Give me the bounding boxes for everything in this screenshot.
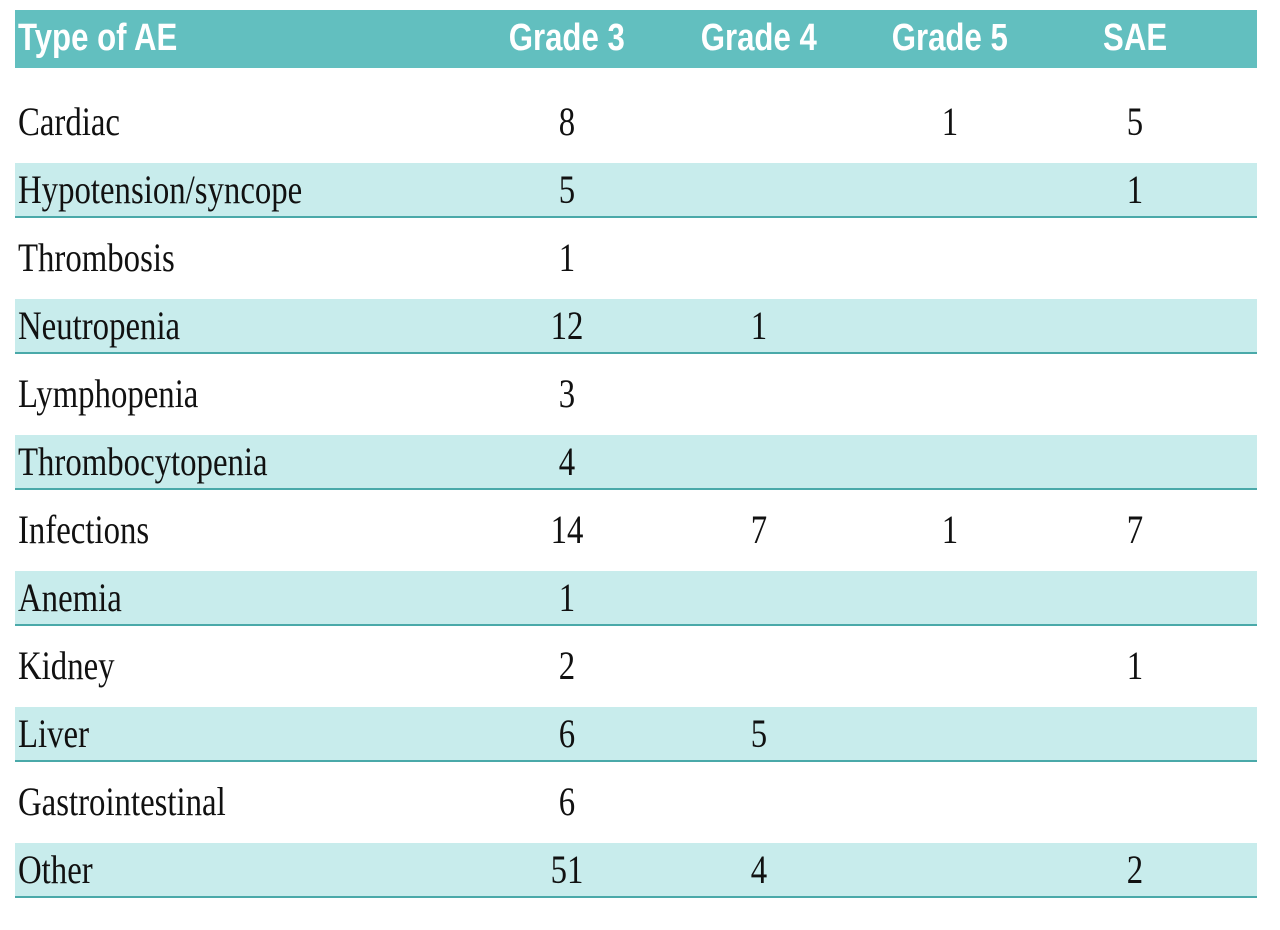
row-label-text: Infections (18, 507, 150, 552)
cell-value: 5 (679, 707, 839, 760)
row-label-text: Gastrointestinal (18, 779, 226, 824)
header-cell: Type of AE (18, 10, 212, 68)
cell-value: 1 (1055, 639, 1215, 692)
cell-value-text: 1 (558, 575, 576, 620)
table-header: Type of AE Grade 3 Grade 4 Grade 5 SAE (15, 10, 1257, 68)
cell-value-text: 5 (558, 167, 576, 212)
header-cell-text: SAE (1102, 17, 1168, 59)
cell-value: 1 (1055, 163, 1215, 216)
row-label: Neutropenia (18, 299, 216, 352)
row-label-text: Lymphopenia (18, 371, 199, 416)
cell-value-text: 1 (750, 303, 768, 348)
cell-value: 6 (487, 707, 647, 760)
cell-value: 14 (487, 503, 647, 556)
row-label-text: Neutropenia (18, 303, 181, 348)
row-label: Thrombosis (18, 231, 209, 284)
cell-value: 1 (679, 299, 839, 352)
header-cell-text: Grade 5 (891, 17, 1009, 59)
cell-value-text: 51 (550, 847, 584, 892)
row-label: Liver (18, 707, 105, 760)
cell-value-text: 6 (558, 711, 576, 756)
cell-value: 1 (487, 571, 647, 624)
row-label: Other (18, 843, 109, 896)
table-row: Infections 14 7 1 7 (15, 503, 1257, 556)
cell-value: 6 (487, 775, 647, 828)
cell-value: 4 (679, 843, 839, 896)
table-row: Anemia 1 (15, 571, 1257, 626)
header-cell-text: Grade 4 (700, 17, 818, 59)
table-row: Other 51 4 2 (15, 843, 1257, 898)
table-row: Neutropenia 12 1 (15, 299, 1257, 354)
table-row: Gastrointestinal 6 (15, 775, 1257, 828)
cell-value-text: 12 (550, 303, 584, 348)
cell-value-text: 3 (558, 371, 576, 416)
table-row: Hypotension/syncope 5 1 (15, 163, 1257, 218)
row-label: Infections (18, 503, 178, 556)
cell-value-text: 6 (558, 779, 576, 824)
row-label: Cardiac (18, 95, 142, 148)
cell-value-text: 4 (750, 847, 768, 892)
row-label-text: Kidney (18, 643, 115, 688)
row-label-text: Thrombocytopenia (18, 439, 268, 484)
cell-value: 1 (870, 503, 1030, 556)
cell-value: 7 (679, 503, 839, 556)
cell-value: 5 (1055, 95, 1215, 148)
row-label: Thrombocytopenia (18, 435, 322, 488)
row-label: Anemia (18, 571, 145, 624)
header-cell: Grade 4 (679, 10, 839, 68)
header-cell: Grade 5 (870, 10, 1030, 68)
header-cell-text: Type of AE (18, 17, 178, 59)
header-cell-text: Grade 3 (508, 17, 626, 59)
cell-value: 2 (1055, 843, 1215, 896)
row-label-text: Hypotension/syncope (18, 167, 303, 212)
cell-value: 12 (487, 299, 647, 352)
cell-value-text: 1 (558, 235, 576, 280)
table-row: Liver 6 5 (15, 707, 1257, 762)
row-label-text: Cardiac (18, 99, 120, 144)
cell-value-text: 1 (1126, 643, 1144, 688)
cell-value-text: 1 (941, 99, 959, 144)
table-row: Kidney 2 1 (15, 639, 1257, 692)
cell-value-text: 2 (1126, 847, 1144, 892)
table-row: Cardiac 8 1 5 (15, 95, 1257, 148)
row-label-text: Liver (18, 711, 90, 756)
row-label-text: Thrombosis (18, 235, 175, 280)
cell-value: 1 (870, 95, 1030, 148)
cell-value-text: 5 (1126, 99, 1144, 144)
cell-value: 2 (487, 639, 647, 692)
header-cell: Grade 3 (487, 10, 647, 68)
cell-value: 8 (487, 95, 647, 148)
cell-value-text: 1 (941, 507, 959, 552)
table-row: Thrombocytopenia 4 (15, 435, 1257, 490)
cell-value-text: 7 (1126, 507, 1144, 552)
row-label: Kidney (18, 639, 136, 692)
cell-value-text: 4 (558, 439, 576, 484)
header-cell: SAE (1055, 10, 1215, 68)
cell-value-text: 7 (750, 507, 768, 552)
cell-value: 7 (1055, 503, 1215, 556)
row-label-text: Anemia (18, 575, 122, 620)
cell-value: 51 (487, 843, 647, 896)
cell-value-text: 14 (550, 507, 584, 552)
cell-value: 1 (487, 231, 647, 284)
cell-value: 4 (487, 435, 647, 488)
cell-value: 5 (487, 163, 647, 216)
cell-value-text: 8 (558, 99, 576, 144)
cell-value-text: 1 (1126, 167, 1144, 212)
table-row: Thrombosis 1 (15, 231, 1257, 284)
row-label: Lymphopenia (18, 367, 238, 420)
row-label: Gastrointestinal (18, 775, 271, 828)
cell-value-text: 2 (558, 643, 576, 688)
row-label: Hypotension/syncope (18, 163, 365, 216)
row-label-text: Other (18, 847, 93, 892)
cell-value-text: 5 (750, 711, 768, 756)
cell-value: 3 (487, 367, 647, 420)
table-row: Lymphopenia 3 (15, 367, 1257, 420)
